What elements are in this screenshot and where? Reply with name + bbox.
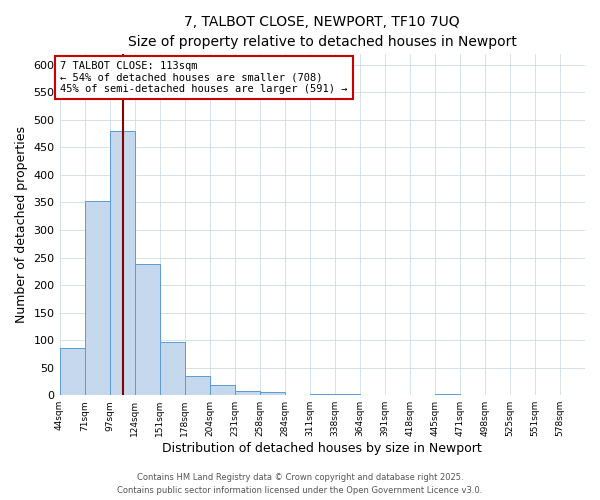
- Y-axis label: Number of detached properties: Number of detached properties: [15, 126, 28, 323]
- Bar: [59, 348, 85, 395]
- Bar: [435, 394, 460, 395]
- Bar: [385, 394, 410, 395]
- Bar: [185, 376, 209, 395]
- Bar: [235, 391, 260, 395]
- Bar: [110, 131, 134, 395]
- Bar: [560, 394, 585, 395]
- Bar: [160, 342, 185, 395]
- Bar: [260, 392, 285, 395]
- Text: Contains HM Land Registry data © Crown copyright and database right 2025.
Contai: Contains HM Land Registry data © Crown c…: [118, 474, 482, 495]
- Title: 7, TALBOT CLOSE, NEWPORT, TF10 7UQ
Size of property relative to detached houses : 7, TALBOT CLOSE, NEWPORT, TF10 7UQ Size …: [128, 15, 517, 48]
- Bar: [85, 202, 110, 395]
- Bar: [134, 264, 160, 395]
- X-axis label: Distribution of detached houses by size in Newport: Distribution of detached houses by size …: [163, 442, 482, 455]
- Text: 7 TALBOT CLOSE: 113sqm
← 54% of detached houses are smaller (708)
45% of semi-de: 7 TALBOT CLOSE: 113sqm ← 54% of detached…: [61, 61, 348, 94]
- Bar: [310, 394, 335, 395]
- Bar: [209, 386, 235, 395]
- Bar: [335, 394, 360, 395]
